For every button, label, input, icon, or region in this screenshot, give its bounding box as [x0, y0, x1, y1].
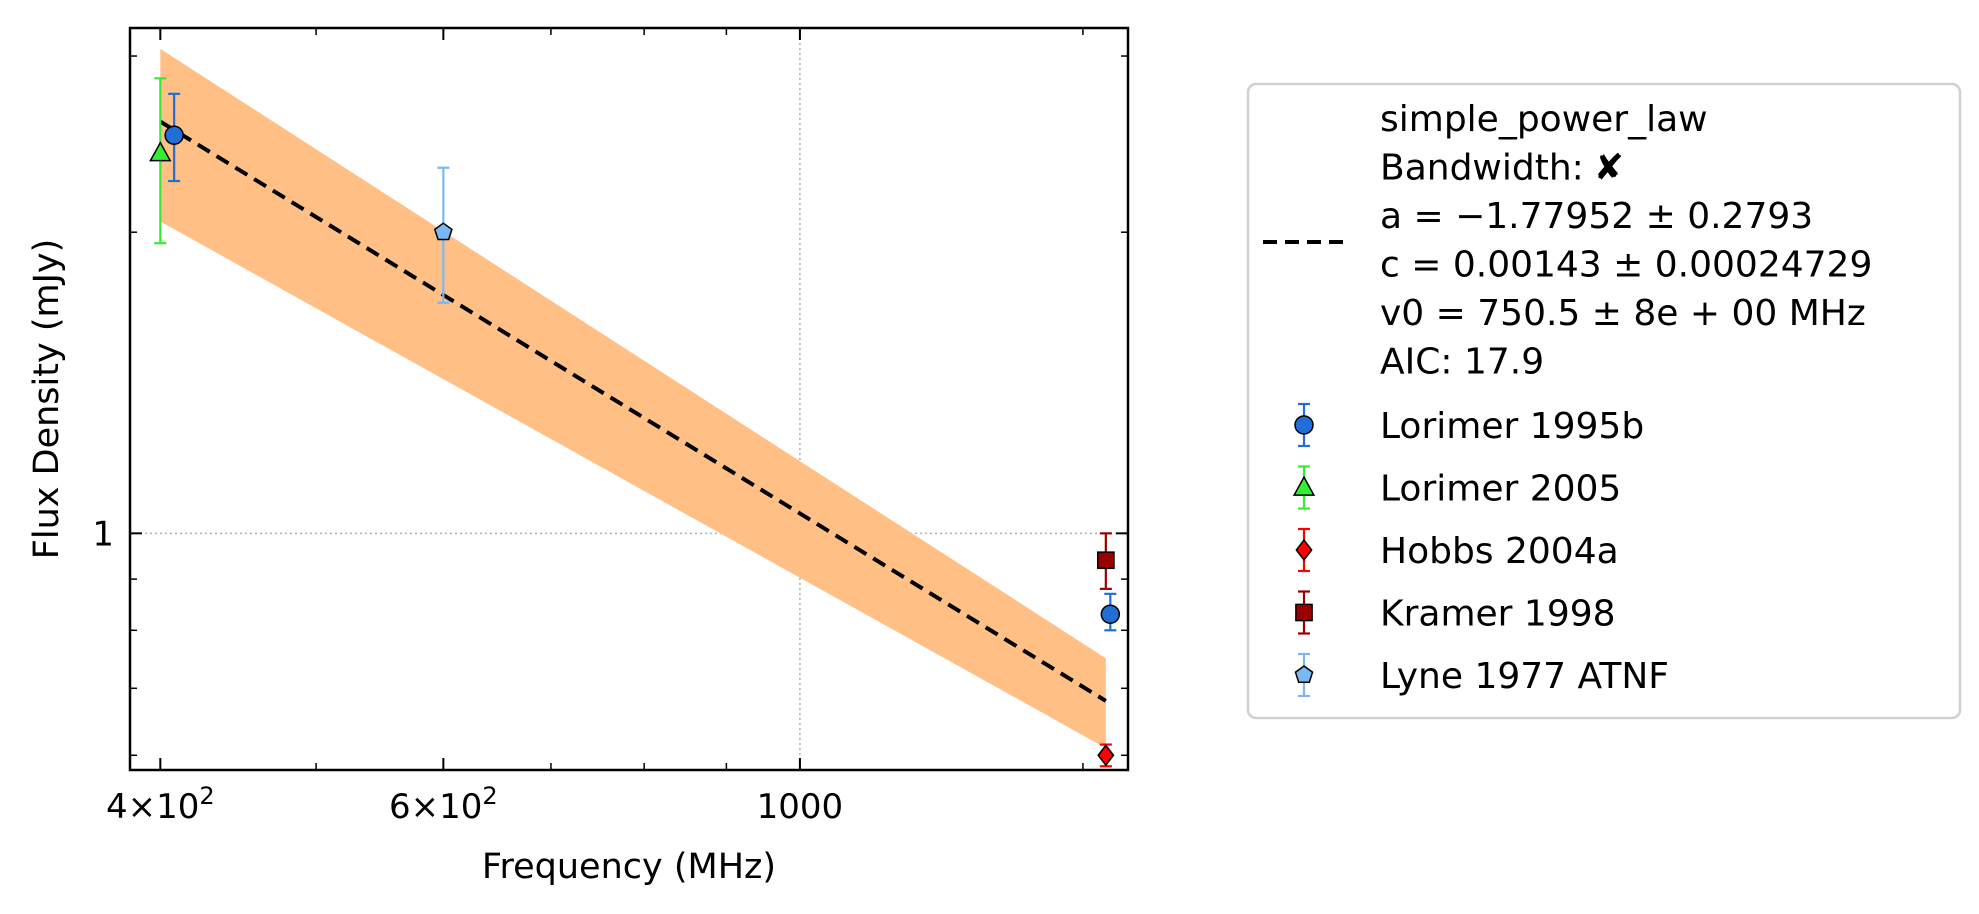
legend-fit-c: c = 0.00143 ± 0.00024729	[1380, 245, 1872, 286]
fit-uncertainty-band	[160, 48, 1106, 749]
legend-marker-swatch	[1294, 665, 1314, 684]
legend-fit-v0: v0 = 750.5 ± 8e + 00 MHz	[1380, 293, 1866, 334]
legend-marker-swatch	[1294, 415, 1314, 435]
legend-fit-aic: AIC: 17.9	[1380, 342, 1544, 383]
legend-fit-bandwidth: Bandwidth: ✘	[1380, 148, 1624, 189]
legend-entry: Lorimer 1995b	[1294, 402, 1644, 448]
x-tick-label-base: 6	[389, 787, 411, 827]
x-tick-label-base: 4	[106, 787, 128, 827]
legend-series-label: Lyne 1977 ATNF	[1380, 656, 1669, 697]
legend-entry: Lorimer 2005	[1292, 465, 1621, 510]
x-tick-label: 1000	[757, 787, 844, 827]
legend: simple_power_law Bandwidth: ✘ a = −1.77952 …	[1246, 82, 1962, 720]
y-tick-label: 1	[92, 514, 114, 554]
legend-series-label: Hobbs 2004a	[1380, 531, 1619, 572]
x-tick-label-times: ×10	[411, 787, 483, 827]
legend-series-label: Lorimer 2005	[1380, 469, 1621, 510]
x-tick-label: 4×102	[106, 782, 215, 827]
legend-entry: Lyne 1977 ATNF	[1294, 652, 1669, 698]
data-point	[164, 125, 184, 146]
plot-area	[130, 28, 1128, 770]
legend-fit-bandwidth-mark: ✘	[1594, 148, 1624, 189]
legend-marker-swatch	[1295, 538, 1313, 562]
data-point	[1100, 604, 1121, 625]
legend-marker-swatch	[1295, 603, 1313, 622]
y-axis-label: Flux Density (mJy)	[27, 239, 67, 560]
legend-series-label: Kramer 1998	[1380, 594, 1616, 635]
legend-entry: Kramer 1998	[1295, 590, 1616, 635]
legend-series-label: Lorimer 1995b	[1380, 406, 1644, 447]
data-point	[433, 222, 453, 241]
fit-line	[159, 119, 1107, 703]
legend-entry: Hobbs 2004a	[1295, 527, 1619, 573]
x-tick-label-times: ×10	[128, 787, 200, 827]
x-tick-label: 6×102	[389, 782, 498, 827]
legend-fit-a: a = −1.77952 ± 0.2793	[1380, 196, 1813, 237]
legend-fit-bandwidth-label: Bandwidth:	[1380, 148, 1584, 189]
legend-marker-swatch	[1292, 475, 1316, 496]
x-tick-label-exponent: 2	[199, 782, 214, 810]
data-point	[1097, 744, 1115, 767]
x-tick-label-exponent: 2	[482, 782, 497, 810]
data-point	[149, 141, 172, 162]
x-axis-label: Frequency (MHz)	[482, 847, 776, 887]
legend-fit-model: simple_power_law	[1380, 99, 1708, 140]
data-point	[1096, 551, 1115, 570]
legend-box	[1246, 82, 1962, 720]
axes-frame	[128, 26, 1130, 772]
